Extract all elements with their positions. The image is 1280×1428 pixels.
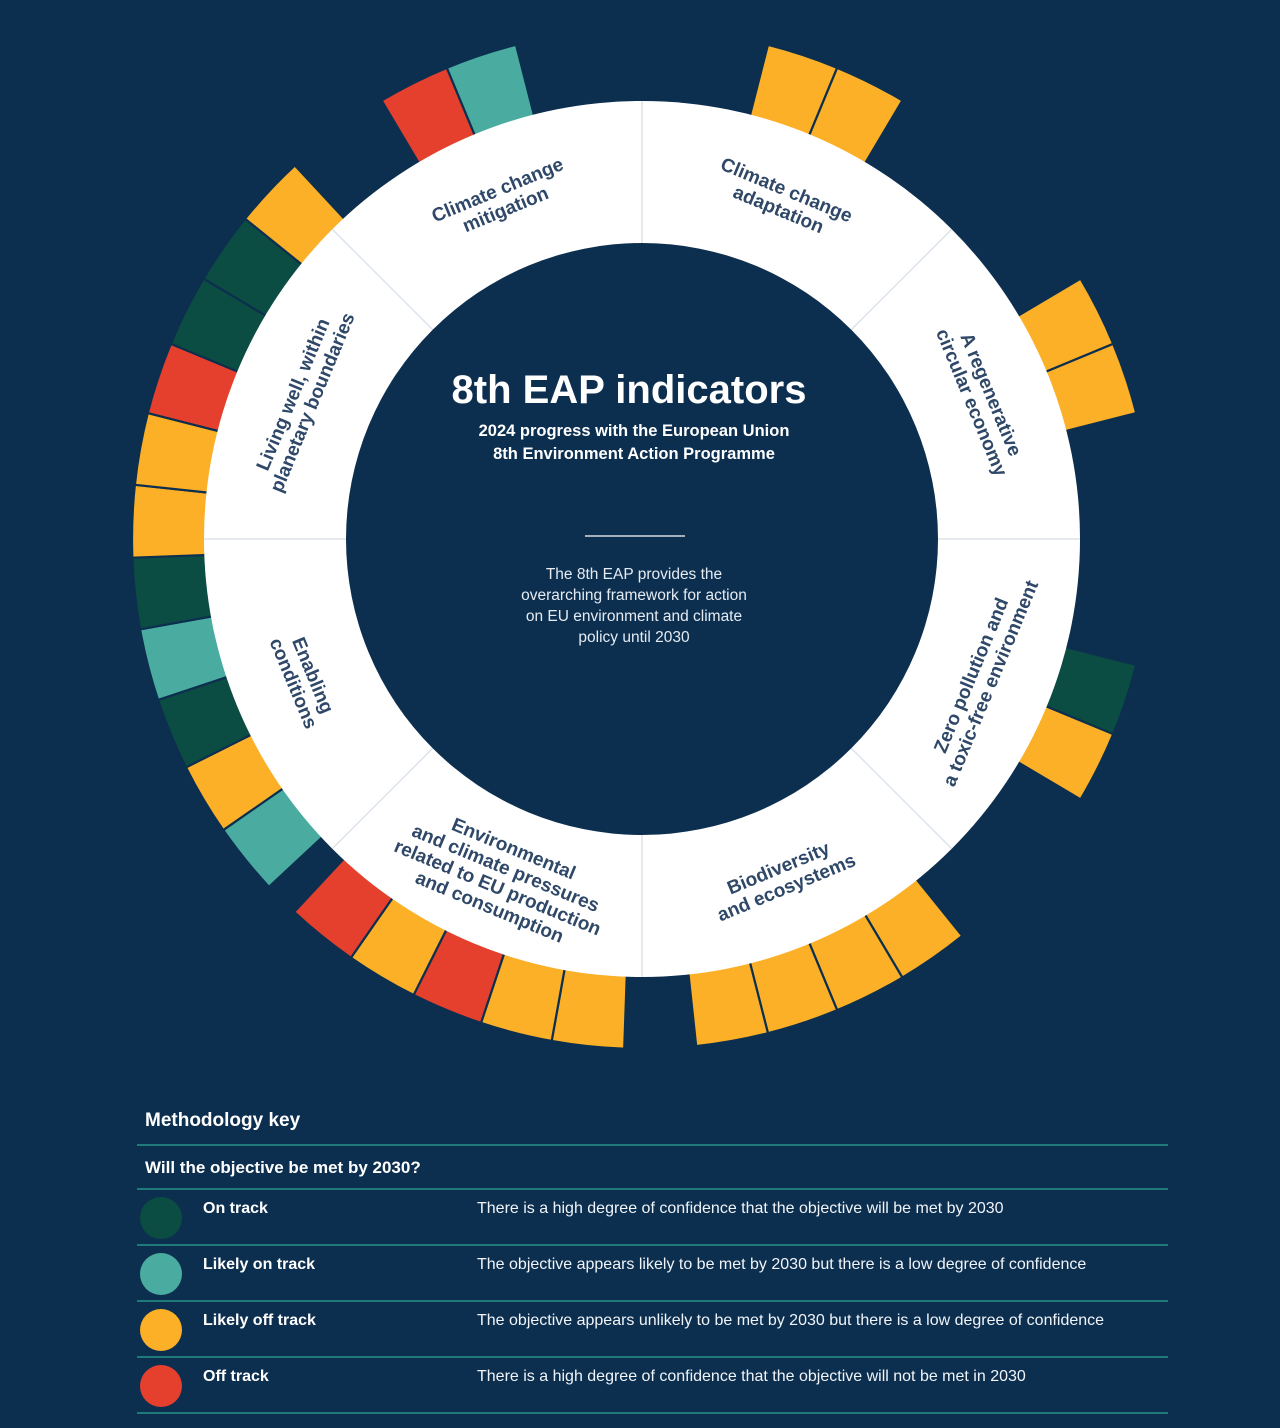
- description-line-3: on EU environment and climate: [526, 608, 742, 625]
- off-track-dot: [140, 1365, 182, 1407]
- page-title: 8th EAP indicators: [452, 368, 807, 412]
- key-description: There is a high degree of confidence tha…: [477, 1368, 1026, 1385]
- center-disc: [346, 243, 938, 835]
- key-question: Will the objective be met by 2030?: [137, 1146, 1168, 1190]
- key-row-likely-off-track: Likely off track The objective appears u…: [137, 1302, 1168, 1358]
- key-row-off-track: Off track There is a high degree of conf…: [137, 1358, 1168, 1414]
- key-description: The objective appears unlikely to be met…: [477, 1312, 1105, 1329]
- description-line-1: The 8th EAP provides the: [546, 566, 722, 583]
- ring-divider: [850, 747, 953, 850]
- likely-off-track-dot: [140, 1309, 182, 1351]
- likely-on-track-dot: [140, 1253, 182, 1295]
- ring-divider: [331, 228, 434, 331]
- ring-divider: [331, 747, 434, 850]
- key-label: Off track: [203, 1368, 269, 1385]
- key-label: Likely on track: [203, 1256, 316, 1273]
- methodology-key: Methodology key Will the objective be me…: [137, 1100, 1168, 1414]
- key-row-on-track: On track There is a high degree of confi…: [137, 1190, 1168, 1246]
- key-description: There is a high degree of confidence tha…: [477, 1200, 1004, 1217]
- ring-dividers: [204, 101, 1080, 977]
- key-label: On track: [203, 1200, 268, 1217]
- on-track-dot: [140, 1197, 182, 1239]
- subtitle-line-2: 8th Environment Action Programme: [493, 445, 775, 463]
- description-line-2: overarching framework for action: [521, 587, 747, 604]
- ring-divider: [850, 228, 953, 331]
- key-row-likely-on-track: Likely on track The objective appears li…: [137, 1246, 1168, 1302]
- key-label: Likely off track: [203, 1312, 316, 1329]
- subtitle-line-1: 2024 progress with the European Union: [479, 422, 790, 440]
- key-description: The objective appears likely to be met b…: [477, 1256, 1087, 1273]
- description-line-4: policy until 2030: [578, 629, 690, 646]
- indicator-likely-off-track: [130, 483, 218, 559]
- key-title: Methodology key: [137, 1100, 1168, 1146]
